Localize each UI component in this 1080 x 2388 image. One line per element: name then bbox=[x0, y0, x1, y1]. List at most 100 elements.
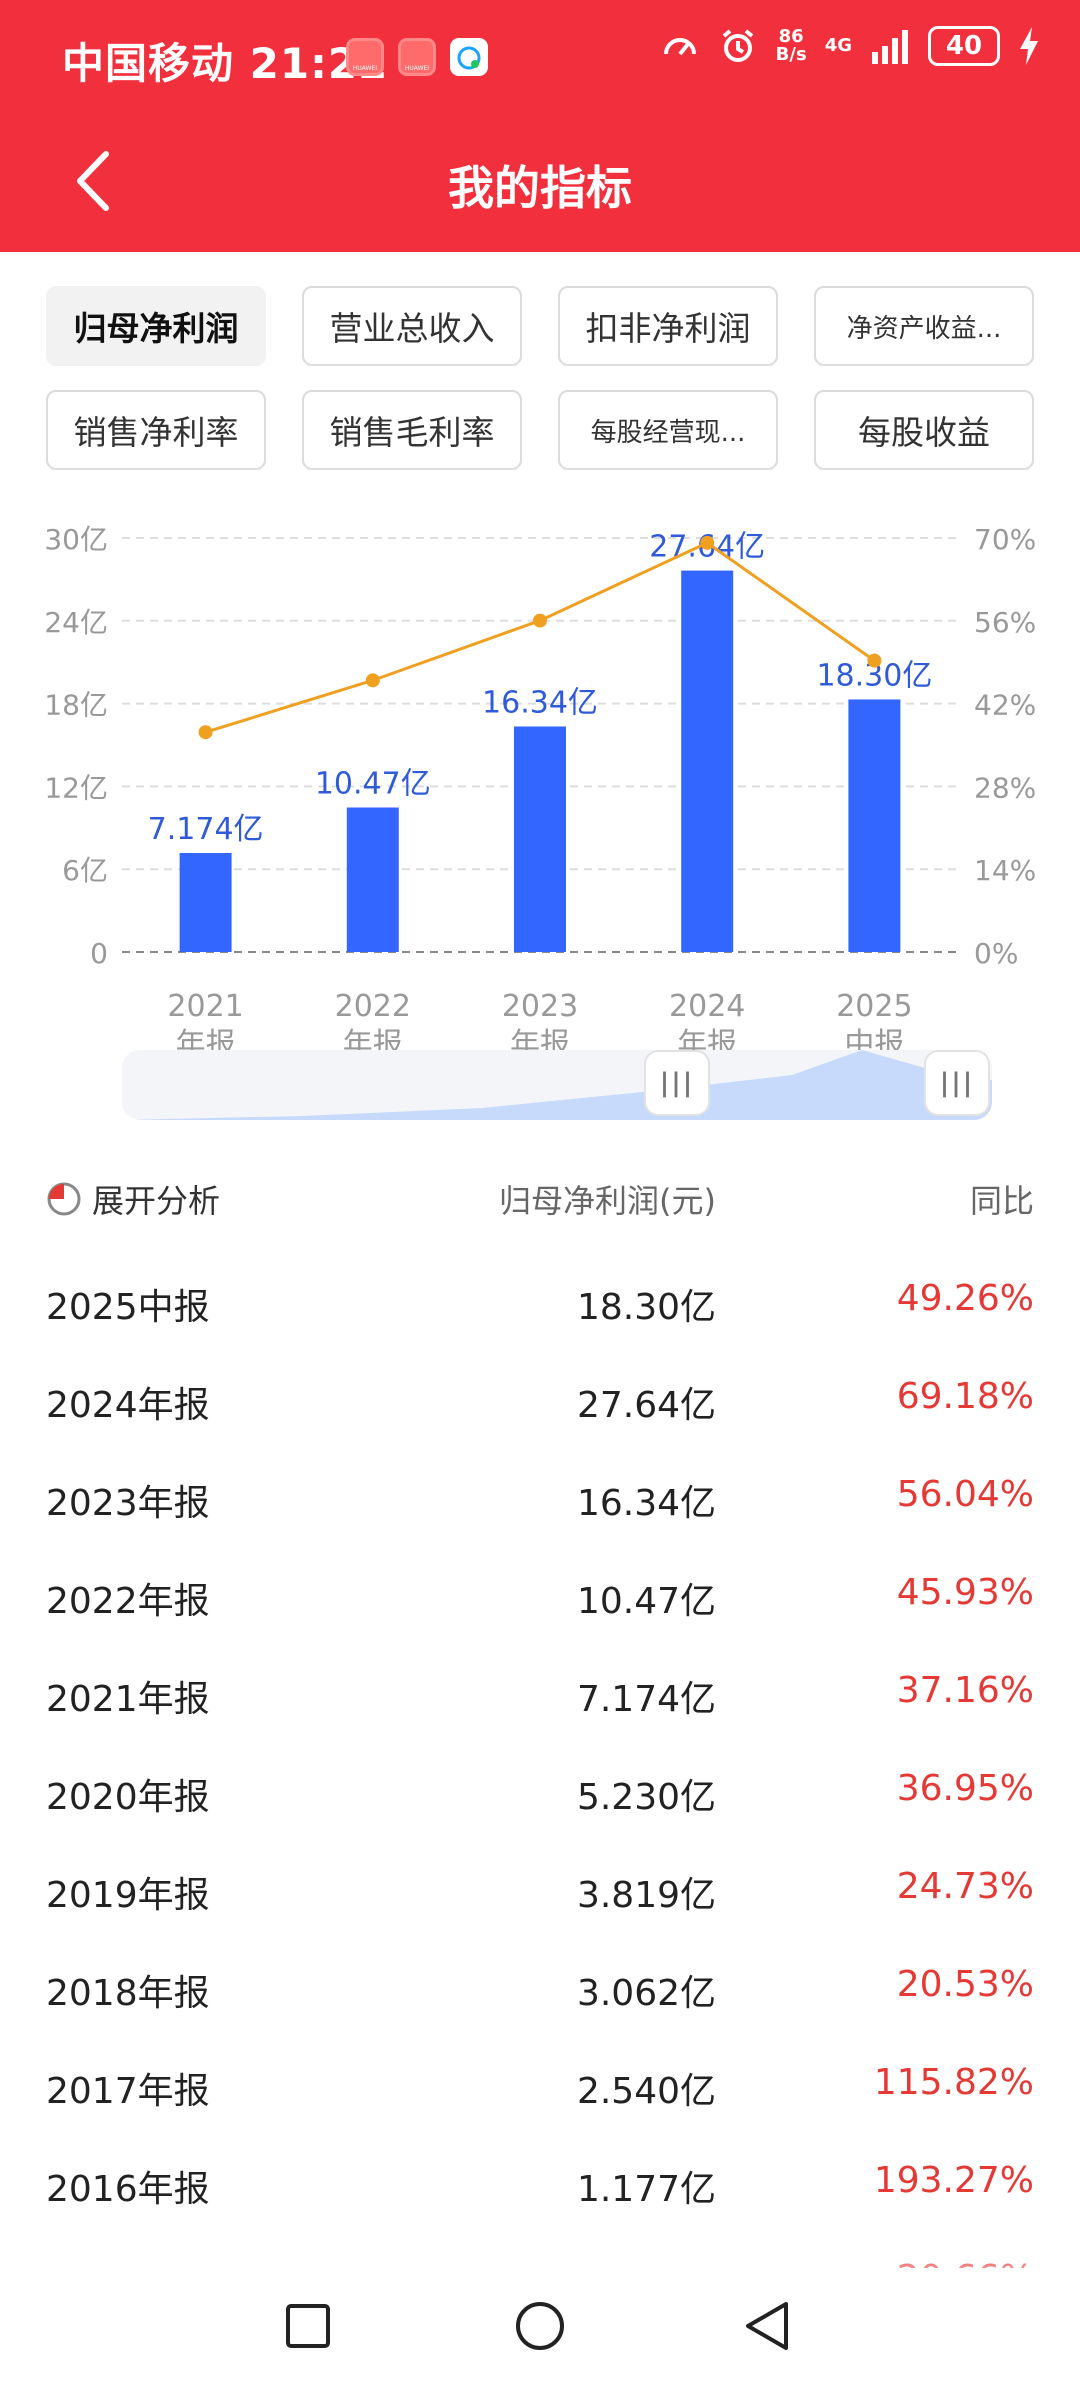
carrier-time: 中国移动 21:22 bbox=[62, 39, 389, 88]
tab-net-margin[interactable]: 销售净利率 bbox=[46, 390, 266, 470]
row-yoy: 193.27% bbox=[873, 2160, 1034, 2201]
data-table: 2025中报 18.30亿 49.26% 2024年报 27.64亿 69.18% 2023… bbox=[46, 1250, 1034, 2328]
y-right-tick-label: 56% bbox=[974, 606, 1036, 639]
x-tick-label-year: 2025 bbox=[836, 989, 912, 1024]
row-yoy: 69.18% bbox=[896, 1376, 1034, 1417]
slider-left-handle[interactable]: ||| bbox=[644, 1050, 710, 1116]
y-left-tick-label: 24亿 bbox=[44, 606, 108, 639]
table-row[interactable]: 2019年报 3.819亿 24.73% bbox=[46, 1838, 1034, 1936]
bar-data-label: 10.47亿 bbox=[315, 767, 431, 802]
y-right-tick-label: 0% bbox=[974, 937, 1018, 970]
row-yoy: 115.82% bbox=[873, 2062, 1034, 2103]
back-nav-icon[interactable] bbox=[742, 2300, 792, 2352]
range-slider-track[interactable] bbox=[122, 1050, 992, 1120]
row-value: 16.34亿 bbox=[576, 1483, 716, 1524]
expand-analysis-label: 展开分析 bbox=[92, 1182, 221, 1220]
value-column-header: 归母净利润(元) bbox=[499, 1182, 716, 1220]
table-row[interactable]: 2025中报 18.30亿 49.26% bbox=[46, 1250, 1034, 1348]
row-value: 3.062亿 bbox=[576, 1973, 716, 2014]
expand-analysis-button[interactable]: 展开分析 bbox=[46, 1176, 220, 1222]
pie-chart-icon bbox=[47, 1182, 81, 1216]
y-left-tick-label: 30亿 bbox=[44, 523, 108, 556]
row-value: 3.819亿 bbox=[576, 1875, 716, 1916]
signal-type: 4G bbox=[824, 35, 852, 56]
yoy-point bbox=[533, 613, 547, 628]
huawei-app-icon: HUAWEI bbox=[398, 38, 436, 76]
row-value: 10.47亿 bbox=[576, 1581, 716, 1622]
table-row[interactable]: 2020年报 5.230亿 36.95% bbox=[46, 1740, 1034, 1838]
bar-data-label: 16.34亿 bbox=[482, 686, 598, 721]
table-row[interactable]: 2016年报 1.177亿 193.27% bbox=[46, 2132, 1034, 2230]
tab-roe[interactable]: 净资产收益... bbox=[814, 286, 1034, 366]
table-row[interactable]: 2018年报 3.062亿 20.53% bbox=[46, 1936, 1034, 2034]
y-right-tick-label: 70% bbox=[974, 523, 1036, 556]
x-tick-label-year: 2022 bbox=[335, 989, 411, 1024]
yoy-column-header: 同比 bbox=[969, 1182, 1034, 1220]
page-title: 我的指标 bbox=[448, 161, 632, 215]
row-yoy: 45.93% bbox=[896, 1572, 1034, 1613]
tab-net-profit-parent[interactable]: 归母净利润 bbox=[46, 286, 266, 366]
row-value: 7.174亿 bbox=[576, 1679, 716, 1720]
row-period: 2024年报 bbox=[46, 1385, 210, 1426]
status-icons: 86 B/s 4G 40 bbox=[660, 26, 1040, 66]
table-row[interactable]: 2021年报 7.174亿 37.16% bbox=[46, 1642, 1034, 1740]
y-right-tick-label: 14% bbox=[974, 854, 1036, 887]
y-left-tick-label: 6亿 bbox=[62, 854, 108, 887]
bar bbox=[848, 699, 901, 952]
speedometer-icon bbox=[663, 38, 696, 56]
row-value: 27.64亿 bbox=[576, 1385, 716, 1426]
table-row[interactable]: 2022年报 10.47亿 45.93% bbox=[46, 1544, 1034, 1642]
row-period: 2017年报 bbox=[46, 2071, 210, 2112]
row-period: 2022年报 bbox=[46, 1581, 210, 1622]
row-yoy: 56.04% bbox=[896, 1474, 1034, 1515]
y-left-tick-label: 12亿 bbox=[44, 771, 108, 804]
system-navigation-bar bbox=[0, 2268, 1080, 2388]
charging-icon bbox=[1020, 27, 1038, 65]
row-yoy: 36.95% bbox=[896, 1768, 1034, 1809]
bar bbox=[179, 852, 232, 952]
row-period: 2016年报 bbox=[46, 2169, 210, 2210]
row-value: 1.177亿 bbox=[576, 2169, 716, 2210]
tab-deducted-net-profit[interactable]: 扣非净利润 bbox=[558, 286, 778, 366]
app-bar: 我的指标 bbox=[0, 118, 1080, 252]
row-period: 2020年报 bbox=[46, 1777, 210, 1818]
tab-gross-margin[interactable]: 销售毛利率 bbox=[302, 390, 522, 470]
table-row[interactable]: 2024年报 27.64亿 69.18% bbox=[46, 1348, 1034, 1446]
x-tick-label-year: 2021 bbox=[167, 989, 243, 1024]
y-right-tick-label: 42% bbox=[974, 689, 1036, 722]
bar bbox=[346, 807, 399, 952]
row-value: 2.540亿 bbox=[576, 2071, 716, 2112]
bar bbox=[681, 570, 734, 952]
tab-total-revenue[interactable]: 营业总收入 bbox=[302, 286, 522, 366]
table-header: 展开分析 归母净利润(元) 同比 bbox=[46, 1176, 1034, 1226]
alarm-icon bbox=[722, 29, 753, 62]
row-period: 2019年报 bbox=[46, 1875, 210, 1916]
row-yoy: 37.16% bbox=[896, 1670, 1034, 1711]
yoy-point bbox=[198, 725, 213, 740]
row-yoy: 20.53% bbox=[896, 1964, 1034, 2005]
table-row[interactable]: 2017年报 2.540亿 115.82% bbox=[46, 2034, 1034, 2132]
x-tick-label-year: 2023 bbox=[502, 989, 578, 1024]
yoy-point bbox=[867, 653, 882, 668]
yoy-point bbox=[700, 535, 715, 550]
slider-right-handle[interactable]: ||| bbox=[924, 1050, 990, 1116]
huawei-app-icon: HUAWEI bbox=[346, 38, 384, 76]
tab-eps[interactable]: 每股收益 bbox=[814, 390, 1034, 470]
back-arrow-icon[interactable] bbox=[64, 146, 134, 216]
recent-apps-icon[interactable] bbox=[284, 2302, 332, 2350]
table-row[interactable]: 2023年报 16.34亿 56.04% bbox=[46, 1446, 1034, 1544]
row-period: 2023年报 bbox=[46, 1483, 210, 1524]
chat-app-icon bbox=[450, 38, 488, 76]
net-speed: 86 B/s bbox=[775, 26, 807, 65]
y-left-tick-label: 0 bbox=[90, 937, 108, 970]
bar-data-label: 7.174亿 bbox=[148, 812, 264, 847]
bar bbox=[514, 726, 566, 952]
y-left-tick-label: 18亿 bbox=[44, 689, 108, 722]
tab-operating-cashflow-per-share[interactable]: 每股经营现... bbox=[558, 390, 778, 470]
slider-preview-area bbox=[122, 1050, 992, 1120]
row-value: 5.230亿 bbox=[576, 1777, 716, 1818]
row-period: 2018年报 bbox=[46, 1973, 210, 2014]
yoy-point bbox=[365, 673, 380, 688]
home-icon[interactable] bbox=[514, 2300, 566, 2352]
net-profit-chart: 0 6亿 12亿 18亿 24亿 30亿 0% 14% 28% 42% 56% 70% 7.174亿 10… bbox=[44, 523, 1036, 1062]
